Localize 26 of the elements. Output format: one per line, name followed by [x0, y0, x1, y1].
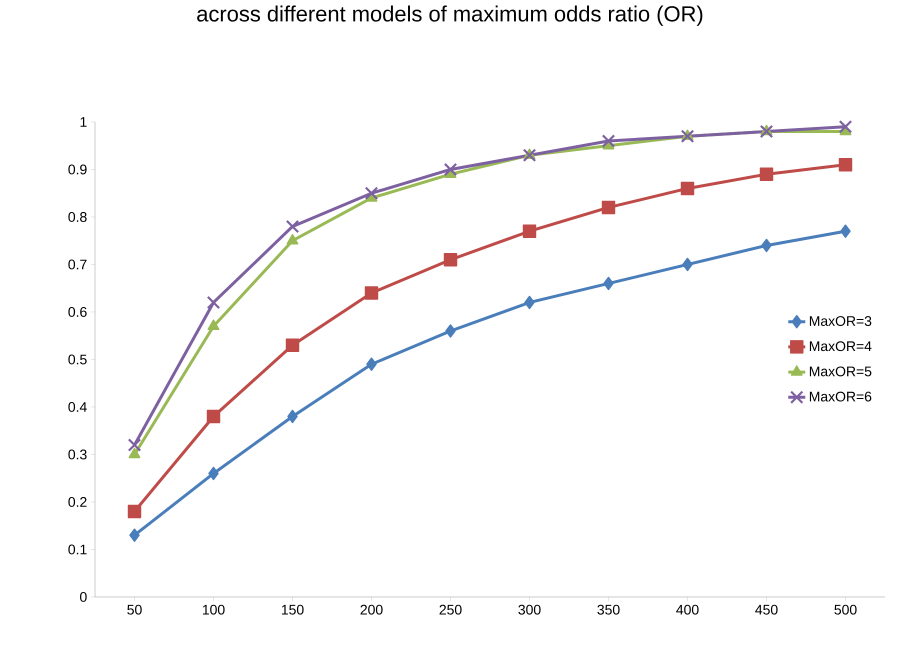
x-tick-label: 350: [597, 604, 620, 615]
y-tick-label: 0.4: [68, 402, 87, 412]
x-tick-label: 100: [202, 604, 225, 615]
x-tick-label: 400: [676, 604, 699, 615]
y-tick-label: 1: [80, 117, 87, 127]
legend-label: MaxOR=6: [810, 392, 872, 402]
y-tick-label: 0: [80, 592, 87, 602]
x-tick-label: 50: [127, 604, 142, 615]
legend-label: MaxOR=4: [810, 341, 872, 352]
y-tick-label: 0.5: [68, 354, 87, 364]
x-tick-label: 200: [360, 604, 383, 615]
y-tick-label: 0.9: [68, 164, 87, 174]
x-tick-label: 150: [282, 604, 304, 615]
x-tick-label: 450: [755, 604, 778, 615]
x-tick-label: 250: [440, 604, 462, 615]
y-tick-label: 0.8: [68, 212, 87, 222]
x-tick-label: 500: [834, 604, 857, 615]
y-tick-label: 0.7: [68, 260, 87, 270]
y-tick-label: 0.1: [68, 544, 87, 554]
legend-label: MaxOR=5: [810, 366, 872, 376]
y-tick-label: 0.3: [68, 450, 87, 460]
legend-label: MaxOR=3: [810, 316, 872, 326]
y-tick-label: 0.6: [68, 307, 87, 317]
x-tick-label: 300: [518, 604, 541, 615]
chart-title: across different models of maximum odds ratio (OR): [197, 6, 702, 26]
y-tick-label: 0.2: [68, 497, 87, 507]
